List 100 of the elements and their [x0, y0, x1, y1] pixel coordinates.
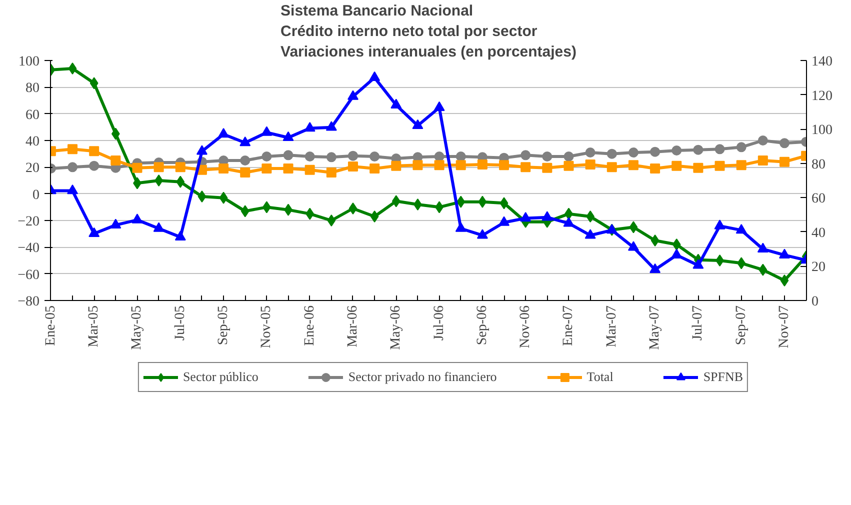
y-tick-label: 40	[26, 134, 40, 150]
point	[391, 160, 402, 171]
point	[628, 160, 638, 170]
point	[520, 212, 532, 222]
x-tick-label: Sep-07	[734, 305, 749, 346]
point	[154, 174, 163, 186]
point	[650, 234, 660, 246]
point	[282, 131, 294, 142]
point	[240, 156, 250, 166]
y2-tick-label: 140	[812, 54, 832, 70]
point	[629, 221, 638, 234]
point	[520, 150, 531, 160]
point	[563, 217, 574, 227]
x-tick-label: Mar-05	[86, 305, 102, 348]
point	[175, 162, 186, 172]
x-tick-label: May-05	[130, 305, 145, 350]
y-tick-label: −60	[18, 268, 40, 283]
point	[780, 274, 789, 286]
point	[218, 164, 229, 174]
point	[455, 222, 466, 232]
point	[714, 160, 725, 171]
chart-title: Sistema Bancario Nacional Crédito interno neto total por sector Variaciones interanuales (en porcentajes)	[280, 2, 576, 60]
point	[672, 238, 681, 250]
point	[196, 145, 208, 155]
point	[370, 164, 380, 174]
point	[585, 160, 596, 170]
point	[456, 160, 466, 170]
point	[498, 216, 510, 226]
x-tick-label: Ene-06	[302, 305, 318, 346]
point	[154, 162, 164, 172]
y-tick-label: 20	[26, 161, 40, 176]
point	[716, 254, 724, 266]
point	[412, 160, 423, 170]
point	[758, 156, 768, 166]
point	[326, 121, 337, 131]
y2-tick-label: 0	[812, 294, 818, 310]
point	[693, 162, 704, 173]
point	[500, 197, 508, 210]
x-tick-label: Ene-07	[561, 305, 576, 346]
point	[736, 142, 746, 152]
point	[240, 168, 250, 178]
y2-tick-label: 60	[812, 192, 826, 207]
point	[737, 257, 746, 270]
point	[671, 248, 682, 258]
point	[370, 152, 380, 162]
x-tick-label: Nov-06	[518, 305, 534, 348]
point	[499, 160, 510, 170]
x-tick-label: May-06	[388, 305, 404, 350]
point	[348, 150, 358, 161]
point	[456, 152, 466, 162]
point	[584, 229, 596, 239]
point	[88, 227, 100, 238]
point	[261, 126, 272, 136]
point	[585, 148, 596, 158]
point	[283, 150, 294, 160]
point	[68, 62, 77, 74]
point	[692, 259, 704, 269]
point	[390, 98, 402, 108]
point	[132, 214, 143, 224]
point	[348, 202, 358, 214]
point	[758, 136, 768, 146]
point	[564, 152, 574, 162]
point	[370, 210, 379, 222]
point	[650, 146, 660, 157]
point	[520, 162, 531, 172]
y2-tick-label: 100	[812, 123, 832, 138]
point	[779, 156, 790, 167]
point	[67, 184, 78, 194]
point	[628, 241, 639, 251]
point	[778, 248, 790, 258]
point	[736, 160, 746, 170]
x-tick-label: Jul-05	[172, 306, 188, 340]
point	[348, 162, 358, 172]
point	[90, 77, 98, 90]
point	[586, 210, 594, 222]
y-tick-label: 0	[32, 188, 40, 203]
x-tick-label: Jul-07	[690, 306, 706, 340]
y2-tick-label: 20	[812, 260, 826, 276]
point	[240, 136, 251, 146]
x-tick-label: Jul-06	[432, 306, 447, 340]
y2-tick-label: 40	[812, 226, 826, 241]
point	[477, 160, 488, 170]
y-tick-label: −20	[18, 214, 40, 230]
point	[434, 152, 444, 162]
point	[111, 128, 120, 140]
y-tick-label: 80	[26, 81, 40, 96]
point	[327, 214, 336, 226]
point	[262, 152, 272, 162]
point	[650, 164, 660, 174]
x-tick-label: Mar-06	[345, 305, 360, 348]
point	[347, 90, 358, 100]
point	[304, 164, 315, 175]
point	[542, 162, 552, 173]
point	[218, 128, 230, 138]
point	[219, 192, 228, 204]
point	[240, 205, 250, 218]
y-tick-label: 100	[18, 54, 40, 70]
point	[650, 263, 661, 274]
point	[714, 220, 726, 230]
point	[714, 144, 725, 154]
